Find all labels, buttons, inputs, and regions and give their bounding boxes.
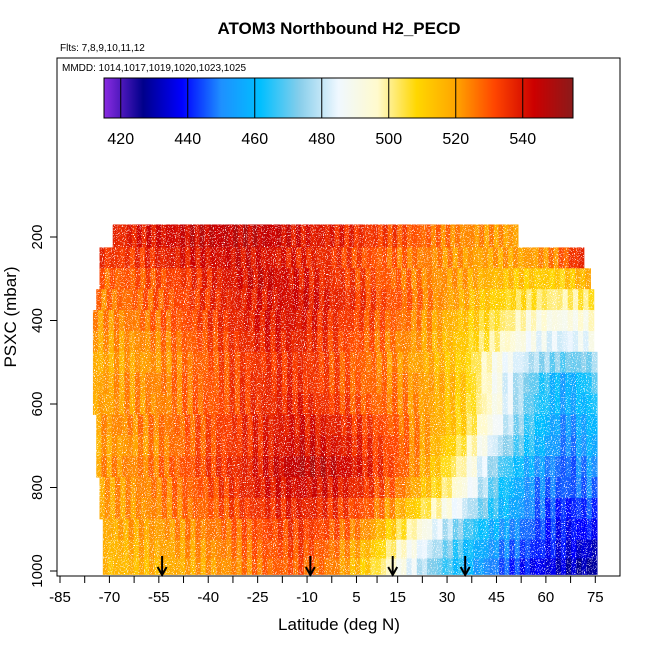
heatmap-speckle	[92, 224, 597, 575]
heatmap-speckle-band	[92, 372, 597, 394]
dates-subtitle: MMDD: 1014,1017,1019,1020,1023,1025	[62, 63, 246, 74]
x-tick-label: 45	[488, 589, 505, 606]
x-tick-label: 75	[587, 589, 604, 606]
x-tick-label: 30	[439, 589, 456, 606]
latitude-arrow	[156, 556, 168, 578]
x-tick-label: -85	[49, 589, 71, 606]
x-tick-label: 15	[389, 589, 406, 606]
x-tick-label: -40	[197, 589, 219, 606]
heatmap-speckle-band	[92, 330, 594, 352]
x-tick-label: -55	[148, 589, 170, 606]
heatmap-speckle-band	[92, 393, 597, 415]
colorbar-tick-label: 440	[174, 131, 201, 148]
colorbar-tick-label: 460	[241, 131, 268, 148]
colorbar-tick-label: 420	[107, 131, 134, 148]
heatmap-speckle-band	[99, 268, 591, 290]
colorbar: 420 440 460 480 500 520 540	[103, 77, 574, 148]
heatmap-speckle-band	[102, 518, 597, 540]
latitude-arrow	[459, 556, 471, 578]
x-tick-label: 60	[538, 589, 555, 606]
y-axis: 200 400 600 800 1000	[29, 224, 57, 588]
heatmap-speckle-band	[99, 247, 584, 269]
x-tick-label: 5	[352, 589, 360, 606]
plot-frame	[56, 57, 621, 577]
heatmap-speckle-band	[96, 435, 597, 457]
x-tick-label: -70	[99, 589, 121, 606]
arrows	[156, 556, 471, 578]
x-tick-label: -10	[296, 589, 318, 606]
colorbar-tick-label: 500	[375, 131, 402, 148]
heatmap-speckle-band	[96, 414, 597, 436]
y-tick-label: 200	[29, 224, 46, 249]
x-tick-label: -25	[247, 589, 269, 606]
x-axis-label: Latitude (deg N)	[278, 615, 400, 634]
y-tick-label: 800	[29, 475, 46, 500]
x-axis: -85 -70 -55 -40 -25 -10 5 15 30 45 60 75	[49, 576, 604, 606]
heatmap-speckle-band	[92, 310, 594, 331]
heatmap-speckle-band	[112, 224, 518, 248]
colorbar-tick-label: 520	[442, 131, 469, 148]
chart-title: ATOM3 Northbound H2_PECD	[217, 19, 460, 38]
y-tick-label: 400	[29, 308, 46, 333]
heatmap-speckle-band	[96, 456, 597, 478]
heatmap-speckle-band	[96, 289, 594, 311]
heatmap-speckle-band	[99, 497, 597, 519]
heatmap-speckle-band	[99, 477, 597, 498]
heatmap-speckle-band	[102, 558, 597, 575]
colorbar-tick-label: 480	[308, 131, 335, 148]
flights-subtitle: Flts: 7,8,9,10,11,12	[60, 43, 145, 54]
latitude-arrow	[304, 556, 316, 578]
y-tick-label: 1000	[29, 554, 46, 587]
heatmap-speckle-band	[102, 539, 597, 559]
colorbar-tick-label: 540	[509, 131, 536, 148]
y-tick-label: 600	[29, 391, 46, 416]
colorbar-gradient	[103, 77, 574, 119]
latitude-arrow	[387, 556, 399, 578]
heatmap-speckle-band	[92, 351, 597, 373]
y-axis-label: PSXC (mbar)	[1, 266, 20, 367]
colorbar-ticks: 420 440 460 480 500 520 540	[107, 78, 536, 148]
